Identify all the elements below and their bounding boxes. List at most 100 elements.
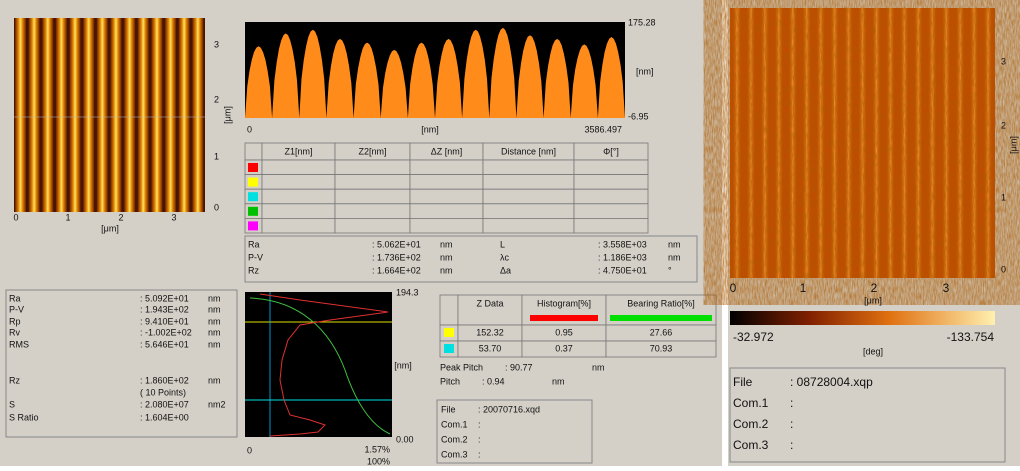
file-label: Com.2 <box>733 417 769 431</box>
stat-unit: nm <box>668 239 681 249</box>
stripe <box>110 18 122 212</box>
table-cell <box>244 142 263 161</box>
y-tick-label: 0 <box>1001 264 1006 274</box>
stat-name: RMS <box>9 339 29 349</box>
axis-unit: [nm] <box>636 66 654 76</box>
table-cell <box>482 203 575 219</box>
stat-unit: ° <box>668 265 672 275</box>
table-cell <box>409 217 484 234</box>
profile-curve <box>245 27 625 118</box>
file-label: Com.2 <box>441 434 468 444</box>
stripe <box>178 18 190 212</box>
line-stats-box <box>244 235 698 283</box>
table-cell <box>573 217 649 234</box>
x-tick-label: 2 <box>871 281 878 295</box>
axis-unit: [μm] <box>222 106 232 124</box>
pitch-unit: nm <box>552 376 565 386</box>
row-color <box>444 344 454 353</box>
stat-value: : 5.062E+01 <box>372 239 421 249</box>
colorbar <box>730 311 995 325</box>
y-min-label: 0.00 <box>396 434 414 444</box>
y-tick-label: 1 <box>214 151 219 161</box>
stripe <box>151 18 163 212</box>
x-min-label: 0 <box>247 445 252 455</box>
row-color <box>248 206 258 216</box>
column-header: Bearing Ratio[%] <box>627 298 695 308</box>
row-color <box>444 328 454 337</box>
stripe <box>165 18 177 212</box>
cursor-table <box>244 142 649 234</box>
row-color <box>248 163 258 172</box>
pitch-label: Peak Pitch <box>440 362 483 372</box>
table-cell <box>334 159 411 176</box>
stat-unit: nm <box>440 239 453 249</box>
stat-value: : -1.002E+02 <box>140 327 192 337</box>
stat-name: Δa <box>500 265 511 275</box>
cell-value: 53.70 <box>479 343 502 353</box>
pitch-value: : 90.77 <box>505 362 533 372</box>
file-label: File <box>733 375 753 389</box>
stat-value: : 1.736E+02 <box>372 252 421 262</box>
file-value: : <box>790 417 793 431</box>
file-value: : <box>478 449 481 459</box>
x-min-label: 0 <box>247 124 252 134</box>
table-cell <box>439 294 459 326</box>
stripe <box>55 18 67 212</box>
stripe <box>42 18 54 212</box>
column-header: Histogram[%] <box>537 298 591 308</box>
cell-value: 0.95 <box>555 327 573 337</box>
cell-value: 27.66 <box>650 327 673 337</box>
topography-image <box>14 18 205 212</box>
table-cell <box>334 217 411 234</box>
file-value: : 08728004.xqp <box>790 375 873 389</box>
stripe <box>137 18 149 212</box>
y-tick-label: 2 <box>214 94 219 104</box>
x-max-label: 1.57% <box>364 444 390 454</box>
y-min-label: -6.95 <box>628 111 649 121</box>
file-label: Com.3 <box>733 438 769 452</box>
stat-value: : 5.092E+01 <box>140 293 189 303</box>
x-tick-label: 2 <box>118 212 123 222</box>
stat-name: P-V <box>248 252 263 262</box>
divider <box>722 0 728 466</box>
table-cell <box>334 188 411 205</box>
table-cell <box>573 174 649 190</box>
file-value: : <box>790 438 793 452</box>
axis-unit: [nm] <box>421 124 439 134</box>
y-tick-label: 3 <box>1001 56 1006 66</box>
colorbar-unit: [deg] <box>863 346 883 356</box>
stat-name: S Ratio <box>9 412 39 422</box>
column-header: ΔZ [nm] <box>431 146 463 156</box>
stat-name: P-V <box>9 304 24 314</box>
stat-unit: nm2 <box>208 399 226 409</box>
stat-value: : 9.410E+01 <box>140 316 189 326</box>
stat-name: λc <box>500 252 510 262</box>
stat-value: : 5.646E+01 <box>140 339 189 349</box>
stat-value: ( 10 Points) <box>140 387 186 397</box>
stat-value: : 1.943E+02 <box>140 304 189 314</box>
table-cell <box>261 217 336 234</box>
x-tick-label: 3 <box>943 281 950 295</box>
stat-unit: nm <box>440 252 453 262</box>
y-tick-label: 3 <box>214 39 219 49</box>
z-table <box>439 294 717 358</box>
stat-name: Rz <box>248 265 259 275</box>
series-color <box>610 315 712 321</box>
table-cell <box>482 174 575 190</box>
file-label: File <box>441 404 456 414</box>
table-cell <box>482 217 575 234</box>
stat-unit: nm <box>208 293 221 303</box>
y-max-label: 175.28 <box>628 17 656 27</box>
table-cell <box>409 159 484 176</box>
pitch-unit: nm <box>592 362 605 372</box>
cell-value: 70.93 <box>650 343 673 353</box>
cell-value: 0.37 <box>555 343 573 353</box>
table-cell <box>334 174 411 190</box>
column-header: Z Data <box>476 298 503 308</box>
table-cell <box>605 340 717 358</box>
stripe <box>15 18 26 212</box>
file-box <box>436 399 593 464</box>
stripe <box>96 18 108 212</box>
series-color <box>530 315 598 321</box>
row-color <box>248 177 258 187</box>
